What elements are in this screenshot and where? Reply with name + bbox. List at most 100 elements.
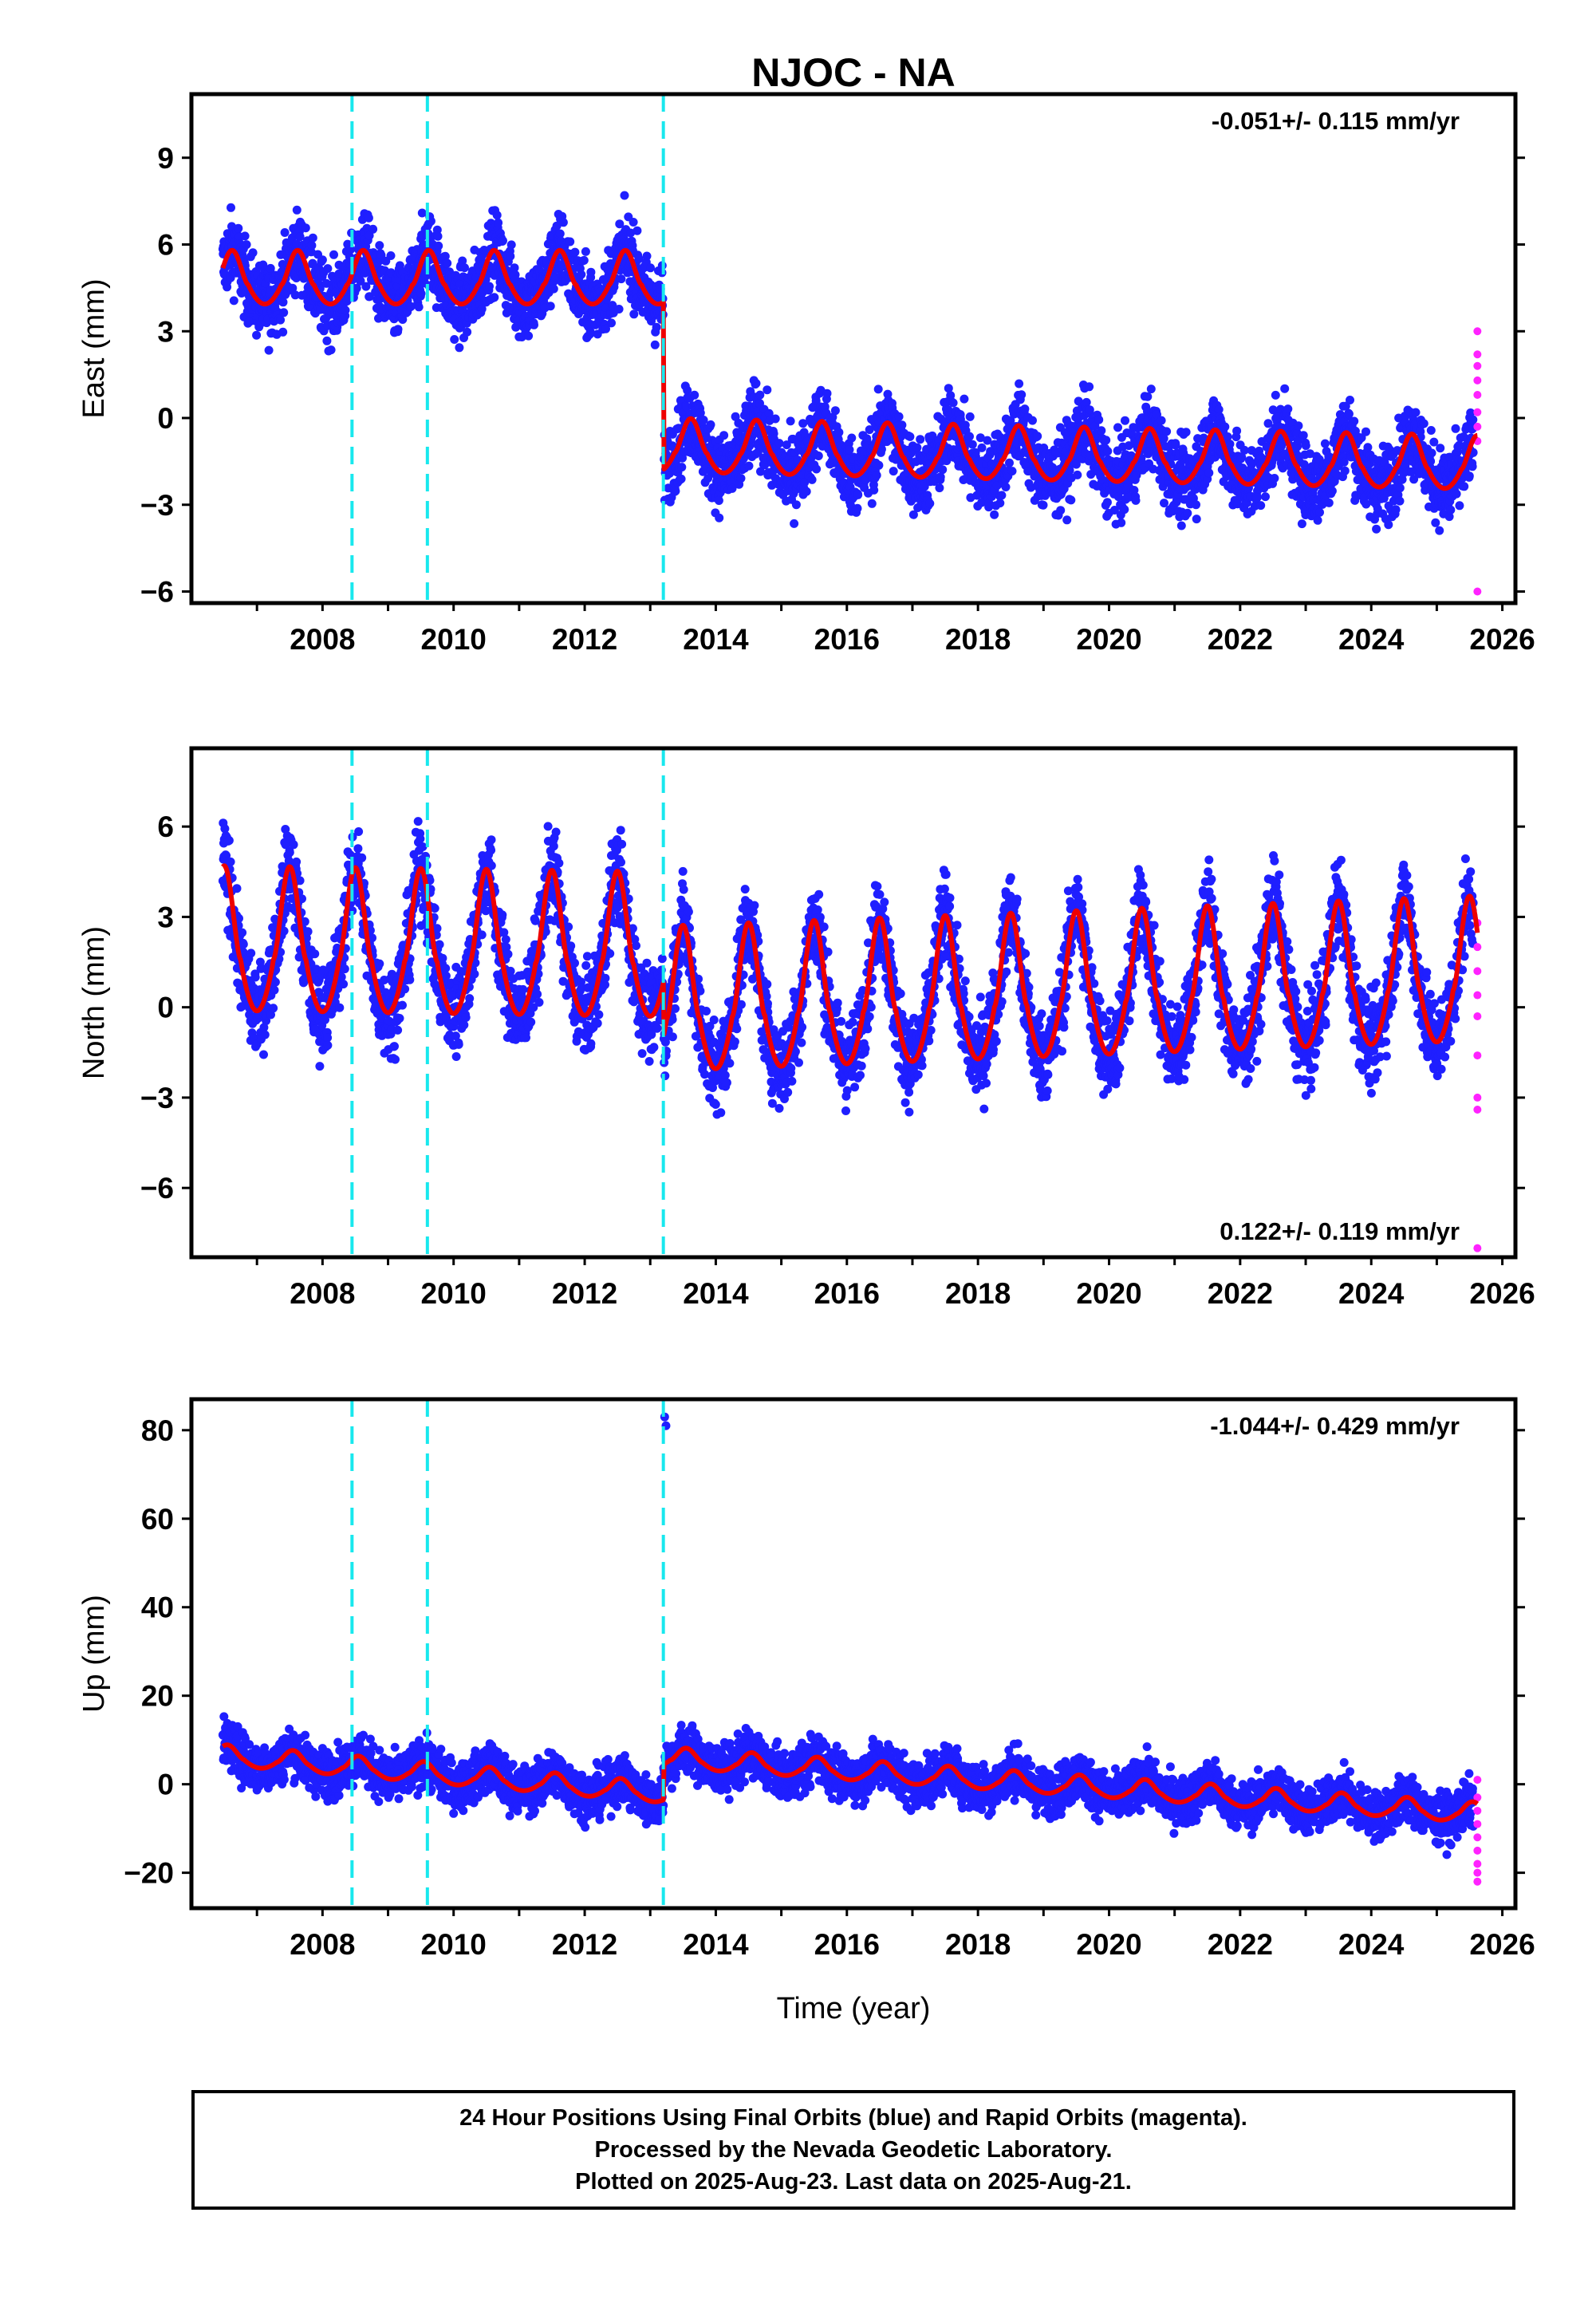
- data-point: [634, 254, 644, 263]
- data-point: [1162, 427, 1172, 436]
- data-point: [322, 336, 332, 345]
- data-point: [1073, 470, 1082, 479]
- data-point: [872, 471, 881, 480]
- data-point: [1192, 515, 1201, 524]
- y-tick-label: 3: [157, 315, 174, 348]
- data-point: [276, 315, 286, 325]
- data-point: [1455, 501, 1464, 511]
- data-point: [1468, 462, 1477, 471]
- data-point: [1468, 415, 1478, 424]
- data-point: [552, 221, 562, 231]
- plot-area: [218, 817, 1482, 1252]
- data-point: [1460, 482, 1469, 491]
- data-point: [1451, 424, 1460, 433]
- data-point: [250, 972, 260, 982]
- data-point: [577, 270, 586, 279]
- data-point: [450, 335, 459, 344]
- data-point: [1225, 440, 1235, 449]
- data-point: [965, 432, 974, 441]
- data-point: [642, 251, 652, 261]
- data-point: [894, 412, 904, 421]
- data-point: [965, 412, 975, 421]
- data-point: [936, 472, 945, 482]
- panel-1: 2008 2010 2012 2014 2016 2018 2020 2022 2024 2026…: [77, 50, 1535, 656]
- data-point: [226, 857, 235, 866]
- data-point: [477, 304, 487, 314]
- data-point: [1007, 467, 1017, 476]
- data-point: [303, 927, 313, 937]
- data-point: [798, 419, 808, 428]
- data-point: [751, 379, 761, 388]
- x-tick-label: 2014: [683, 623, 749, 656]
- x-tick-label: 2022: [1208, 623, 1273, 656]
- data-point: [1113, 423, 1122, 432]
- data-point: [782, 440, 791, 450]
- data-point: [1372, 524, 1381, 534]
- data-point: [317, 255, 327, 265]
- data-point: [375, 241, 384, 250]
- data-point: [706, 420, 715, 429]
- data-point: [1085, 382, 1094, 392]
- data-point: [356, 276, 365, 286]
- data-point: [278, 327, 288, 337]
- data-point: [1294, 421, 1303, 431]
- data-point: [1464, 471, 1474, 481]
- data-point: [1220, 422, 1230, 432]
- data-point: [341, 306, 350, 315]
- data-point: [1214, 404, 1224, 414]
- rapid-point: [1473, 327, 1482, 336]
- data-point: [1411, 408, 1421, 417]
- data-point: [719, 431, 729, 440]
- data-point: [960, 394, 969, 404]
- data-point: [460, 263, 469, 273]
- data-point: [1117, 518, 1126, 527]
- data-point: [280, 228, 290, 237]
- data-point: [398, 315, 408, 324]
- data-point: [977, 498, 987, 507]
- data-point: [1436, 444, 1445, 453]
- data-point: [352, 283, 361, 293]
- data-point: [791, 500, 801, 510]
- data-point: [944, 384, 953, 393]
- data-point: [834, 428, 844, 437]
- data-point: [307, 241, 317, 250]
- x-tick-label: 2016: [814, 623, 880, 656]
- data-point: [1324, 498, 1334, 507]
- data-point: [455, 343, 464, 353]
- data-point: [232, 884, 242, 893]
- data-point: [925, 499, 935, 508]
- data-point: [393, 325, 403, 334]
- data-point: [1086, 470, 1096, 479]
- data-point: [361, 282, 371, 291]
- data-point: [786, 416, 795, 426]
- chart-title: NJOC - NA: [751, 50, 956, 95]
- data-point: [288, 283, 298, 293]
- data-point: [315, 1062, 325, 1071]
- data-point: [1363, 443, 1373, 452]
- data-point: [227, 203, 235, 212]
- data-point: [492, 211, 502, 220]
- data-point: [323, 264, 333, 274]
- data-point: [727, 483, 737, 493]
- data-point: [703, 474, 713, 483]
- data-point: [579, 255, 589, 265]
- data-point: [1429, 437, 1439, 447]
- data-point: [1033, 432, 1042, 441]
- data-point: [1103, 447, 1113, 456]
- data-point: [260, 1030, 270, 1039]
- data-point: [1082, 397, 1091, 407]
- data-point: [364, 213, 373, 223]
- data-point: [897, 420, 907, 430]
- data-point: [326, 345, 336, 355]
- data-point: [1346, 396, 1354, 404]
- data-point: [807, 475, 817, 484]
- data-point: [977, 443, 987, 452]
- data-point: [1344, 409, 1354, 419]
- data-point: [1270, 474, 1279, 483]
- x-tick-label: 2018: [945, 623, 1011, 656]
- data-point: [510, 263, 519, 273]
- data-point: [652, 322, 661, 332]
- data-point: [874, 460, 884, 470]
- data-point: [1062, 515, 1072, 525]
